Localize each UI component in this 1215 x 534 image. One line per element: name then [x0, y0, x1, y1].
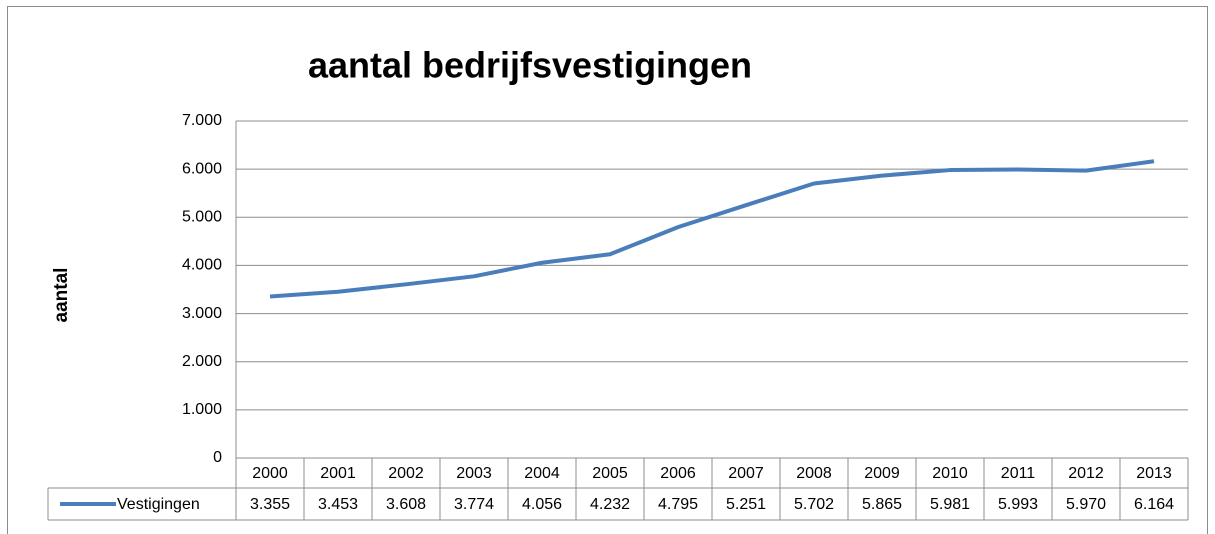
- y-tick-label: 7.000: [182, 112, 222, 129]
- y-tick-label: 1.000: [182, 401, 222, 418]
- data-label: 3.355: [250, 496, 290, 513]
- chart-frame: [7, 6, 1208, 534]
- data-label: 4.795: [658, 496, 698, 513]
- data-label: 6.164: [1134, 496, 1174, 513]
- x-tick-label: 2000: [252, 465, 288, 482]
- data-label: 5.865: [862, 496, 902, 513]
- x-tick-label: 2008: [796, 465, 832, 482]
- x-tick-label: 2013: [1136, 465, 1172, 482]
- data-label: 5.993: [998, 496, 1038, 513]
- y-tick-label: 4.000: [182, 257, 222, 274]
- x-tick-label: 2010: [932, 465, 968, 482]
- data-label: 5.251: [726, 496, 766, 513]
- data-label: 5.981: [930, 496, 970, 513]
- x-tick-label: 2004: [524, 465, 560, 482]
- data-label: 5.702: [794, 496, 834, 513]
- y-axis-label: aantal: [51, 268, 72, 323]
- data-label: 5.970: [1066, 496, 1106, 513]
- x-tick-label: 2001: [320, 465, 356, 482]
- data-label: 3.453: [318, 496, 358, 513]
- x-tick-label: 2002: [388, 465, 424, 482]
- data-label: 4.232: [590, 496, 630, 513]
- y-tick-label: 2.000: [182, 353, 222, 370]
- y-tick-label: 5.000: [182, 209, 222, 226]
- x-tick-label: 2011: [1001, 465, 1036, 482]
- y-tick-label: 0: [213, 449, 222, 466]
- data-label: 4.056: [522, 496, 562, 513]
- x-tick-label: 2005: [592, 465, 628, 482]
- data-line: [269, 159, 1155, 299]
- chart-title: aantal bedrijfsvestigingen: [308, 45, 752, 86]
- y-tick-label: 6.000: [182, 160, 222, 177]
- x-tick-label: 2007: [728, 465, 764, 482]
- x-tick-label: 2006: [660, 465, 696, 482]
- y-tick-label: 3.000: [182, 305, 222, 322]
- legend-label: Vestigingen: [117, 496, 200, 513]
- data-label: 3.608: [386, 496, 426, 513]
- x-tick-label: 2003: [456, 465, 492, 482]
- x-tick-label: 2012: [1068, 465, 1104, 482]
- x-tick-label: 2009: [864, 465, 900, 482]
- data-label: 3.774: [454, 496, 494, 513]
